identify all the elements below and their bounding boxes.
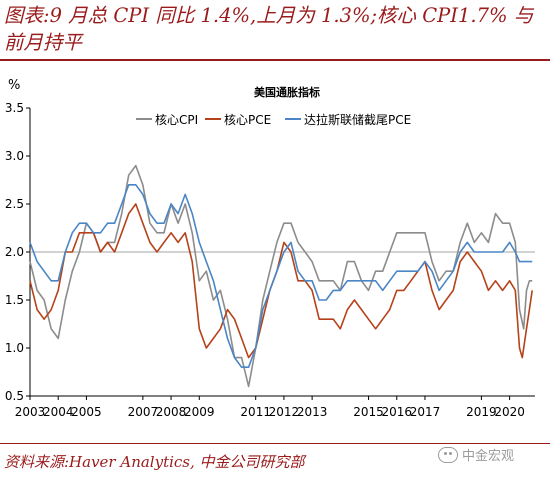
- series-line-1: [29, 203, 533, 359]
- series-line-2: [29, 184, 533, 368]
- title-divider: [0, 59, 550, 61]
- watermark-text: 中金宏观: [462, 449, 515, 464]
- chart-title: 美国通胀指标: [254, 85, 320, 99]
- y-tick-label: 2.0: [5, 245, 24, 259]
- source-note: 资料来源:Haver Analytics, 中金公司研究部: [4, 453, 305, 471]
- legend-label-1: 核心PCE: [224, 113, 271, 127]
- wechat-icon: [438, 446, 458, 463]
- legend-label-2: 达拉斯联储截尾PCE: [304, 112, 411, 127]
- x-tick-label: 2005: [71, 405, 102, 419]
- y-tick-label: 3.0: [5, 149, 24, 163]
- y-tick-label: 1.5: [5, 293, 24, 307]
- x-tick-label: 2009: [184, 405, 215, 419]
- source-divider: [0, 443, 550, 444]
- chart-legend: 核心CPI 核心PCE 达拉斯联储截尾PCE: [136, 112, 411, 127]
- chart-plot-area: [29, 164, 535, 388]
- x-tick-label: 2016: [381, 405, 412, 419]
- x-tick-label: 2004: [43, 405, 74, 419]
- x-tick-label: 2008: [156, 405, 187, 419]
- y-tick-label: 3.5: [5, 101, 24, 115]
- y-tick-label: 0.5: [5, 389, 24, 403]
- x-tick-label: 2015: [353, 405, 384, 419]
- inflation-line-chart: 美国通胀指标 % 核心CPI 核心PCE 达拉斯联储截尾PCE 0.5 1.0 1.5 2…: [5, 78, 535, 419]
- x-tick-label: 2003: [15, 405, 46, 419]
- x-tick-label: 2013: [297, 405, 328, 419]
- x-tick-label: 2017: [410, 405, 441, 419]
- x-tick-label: 2019: [466, 405, 497, 419]
- x-tick-label: 2011: [240, 405, 271, 419]
- y-tick-label: 1.0: [5, 341, 24, 355]
- y-tick-label: 2.5: [5, 197, 24, 211]
- x-tick-label: 2007: [128, 405, 159, 419]
- y-axis-unit-label: %: [8, 78, 20, 93]
- legend-label-0: 核心CPI: [155, 113, 198, 127]
- x-tick-label: 2020: [494, 405, 525, 419]
- x-tick-label: 2012: [269, 405, 300, 419]
- figure-title: 图表:9 月总 CPI 同比 1.4%,上月为 1.3%;核心 CPI1.7% …: [4, 4, 534, 54]
- watermark: 中金宏观: [438, 445, 514, 464]
- series-line-0: [29, 164, 533, 388]
